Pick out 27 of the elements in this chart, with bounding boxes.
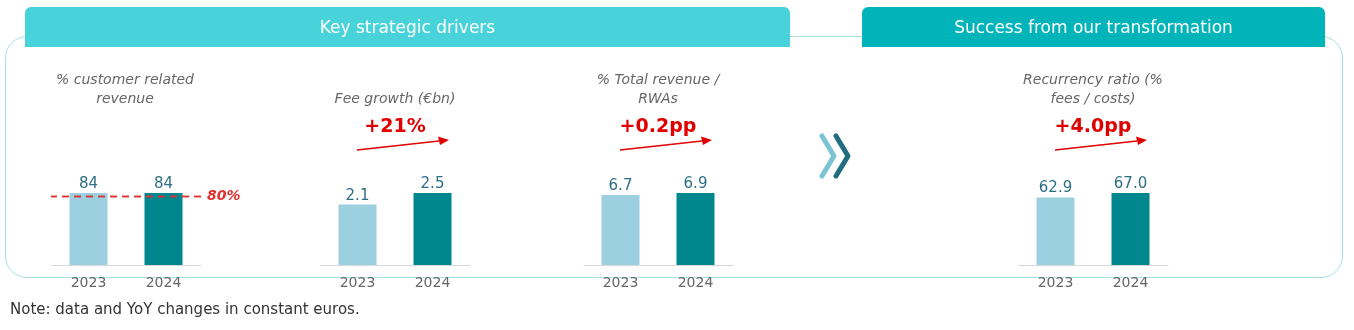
- data-label: 62.9: [1038, 178, 1073, 197]
- x-tick-label: 2024: [145, 273, 182, 290]
- data-label: 84: [153, 174, 174, 192]
- chart-title: % Total revenue / RWAs: [595, 70, 722, 108]
- text: Note: data and YoY changes in constant euros.: [10, 300, 360, 318]
- text: +0.2pp: [618, 114, 698, 136]
- chart-title: Fee growth (€bn): [334, 89, 456, 108]
- text: +21%: [363, 114, 427, 136]
- x-tick-label: 2024: [414, 273, 451, 290]
- x-tick-label: 2024: [677, 273, 714, 290]
- data-label: 67.0: [1113, 174, 1148, 192]
- text: Key strategic drivers: [25, 7, 790, 47]
- x-tick-label: 2023: [339, 273, 376, 290]
- text: +4.0pp: [1053, 114, 1133, 136]
- chart-title: % customer related revenue: [55, 70, 195, 108]
- data-label: 2.5: [420, 174, 445, 192]
- chart-title: Recurrency ratio (% fees / costs): [1022, 70, 1164, 108]
- x-tick-label: 2024: [1112, 273, 1149, 290]
- ref-line-label: 80%: [207, 187, 241, 204]
- x-tick-label: 2023: [70, 273, 107, 290]
- data-label: 84: [78, 174, 99, 192]
- x-tick-label: 2023: [1037, 273, 1074, 290]
- data-label: 2.1: [345, 185, 370, 204]
- data-label: 6.9: [683, 174, 708, 192]
- text: Success from our transformation: [862, 7, 1325, 47]
- x-tick-label: 2023: [602, 273, 639, 290]
- data-label: 6.7: [608, 176, 633, 195]
